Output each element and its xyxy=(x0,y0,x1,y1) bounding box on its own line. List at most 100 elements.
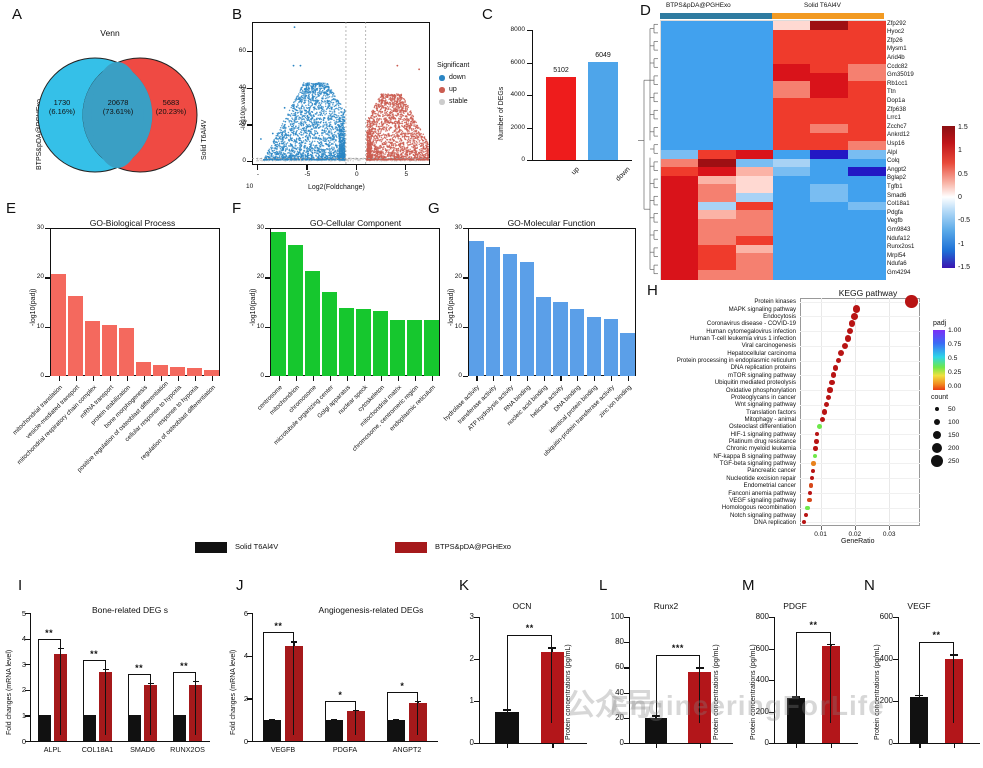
panel-j-ylabel: Fold changes (mRNA level) xyxy=(230,649,237,735)
e-xtick xyxy=(126,376,128,381)
venn-left-count: 1730 xyxy=(53,98,71,107)
kegg-dot xyxy=(835,357,842,364)
i-errorcap xyxy=(147,682,154,684)
g-bar xyxy=(553,302,568,376)
kegg-dot xyxy=(811,461,816,466)
heatmap-cell xyxy=(810,21,849,31)
n-ytick xyxy=(893,617,898,619)
panel-a-title: Venn xyxy=(100,28,120,38)
heatmap-cell xyxy=(847,89,886,99)
l-bar-treatment xyxy=(688,672,712,743)
panel-j-title: Angiogenesis-related DEGs xyxy=(318,605,424,615)
volcano-legend-title: Significant xyxy=(437,62,470,69)
kegg-dot xyxy=(809,476,815,481)
g-bar xyxy=(586,316,602,376)
f-bar xyxy=(356,309,371,376)
heatmap-group-right-bar xyxy=(772,13,884,19)
f-bar xyxy=(322,291,337,376)
heatmap-cell xyxy=(847,46,886,56)
kegg-count-legend-label: 150 xyxy=(948,432,960,439)
e-bar xyxy=(187,368,202,376)
n-sig-bracket xyxy=(919,642,954,723)
heatmap-cell xyxy=(698,236,737,246)
kegg-xtick-label: 0.03 xyxy=(882,531,896,538)
f-bar xyxy=(288,244,303,376)
heatmap-grid xyxy=(660,20,886,280)
kegg-xtick xyxy=(820,526,822,530)
volcano-plot-frame xyxy=(252,22,430,165)
j-sig-bracket xyxy=(262,632,295,735)
heatmap-cell xyxy=(847,29,886,39)
n-xtick xyxy=(953,743,956,748)
kegg-count-legend-dot xyxy=(934,419,940,425)
k-ytick-label: 2 xyxy=(469,654,474,663)
heatmap-cell xyxy=(735,261,774,271)
panel-c-bar-value-down: 6049 xyxy=(595,51,611,59)
panel-m-ylabel: Protein concentrations (pg/mL) xyxy=(750,644,757,740)
f-ytick xyxy=(265,326,270,329)
heatmap-cell xyxy=(698,270,737,280)
j-bar-treatment xyxy=(284,646,304,741)
e-ytick xyxy=(45,376,50,378)
kegg-dot xyxy=(817,424,823,430)
g-xtick xyxy=(577,376,579,381)
l-sig-label: *** xyxy=(671,643,684,654)
e-ytick-label: 10 xyxy=(36,322,44,330)
volcano-legend-dot-stable xyxy=(439,99,445,105)
kegg-dot xyxy=(832,365,839,371)
heatmap-cell xyxy=(810,141,849,151)
heatmap-cell xyxy=(810,201,849,211)
j-ytick xyxy=(247,613,252,615)
heatmap-cell xyxy=(810,46,849,56)
panel-n-letter: N xyxy=(864,577,875,594)
heatmap-cell xyxy=(773,193,811,203)
panel-b-xtick xyxy=(405,165,407,170)
j-sig-bracket xyxy=(386,691,419,735)
m-ytick xyxy=(769,617,774,619)
i-errorbar xyxy=(150,682,152,686)
heatmap-cell xyxy=(847,227,886,237)
n-ytick xyxy=(893,701,898,703)
m-ytick xyxy=(769,711,774,713)
j-ytick-label: 4 xyxy=(243,651,248,661)
panel-l-title: Runx2 xyxy=(653,601,679,611)
panel-b-xlabel: Log2(Foldchange) xyxy=(308,184,365,191)
heatmap-cell xyxy=(773,201,811,211)
kegg-pathway-label: Oxidative phosphorylation xyxy=(725,386,796,394)
heatmap-cell xyxy=(735,167,774,177)
panel-h-kegg: H KEGG pathway Protein kinases MAPK signa… xyxy=(645,282,983,547)
heatmap-cell xyxy=(735,218,774,228)
i-category-label: ALPL xyxy=(43,745,62,754)
panel-c-ytick-label: 8000 xyxy=(510,26,525,33)
panel-c-yaxis xyxy=(532,30,534,160)
legend-swatch-control xyxy=(195,542,227,553)
heatmap-cell xyxy=(773,29,811,39)
heatmap-cell xyxy=(661,38,699,48)
kegg-gridline-h xyxy=(800,463,920,465)
heatmap-gene-label: Usp16 xyxy=(887,139,905,147)
kegg-padj-tick-label: 0.00 xyxy=(948,383,962,390)
kegg-pathway-label: MAPK signaling pathway xyxy=(728,305,796,313)
m-ytick-label: 400 xyxy=(755,675,769,684)
panel-c-deg-counts: C Number of DEGs 0 2000 4000 6000 8000 5102 u… xyxy=(478,0,638,205)
heatmap-cell xyxy=(661,29,699,39)
heatmap-dendrogram xyxy=(638,23,658,275)
k-ytick-label: 0 xyxy=(469,738,474,747)
panel-n-yaxis xyxy=(898,617,900,743)
heatmap-cell xyxy=(661,107,699,117)
kegg-dot xyxy=(810,468,816,474)
kegg-count-legend-label: 100 xyxy=(948,419,960,426)
i-sig-bracket xyxy=(82,659,106,735)
heatmap-gene-label: Gm4294 xyxy=(887,268,911,276)
heatmap-cell xyxy=(847,150,886,160)
n-ytick-label: 600 xyxy=(879,612,893,621)
kegg-count-legend-label: 250 xyxy=(948,458,960,465)
j-errorcap xyxy=(330,719,337,721)
panel-i-yaxis xyxy=(30,613,32,741)
panel-b-xtick-label-10: 10 xyxy=(246,183,254,190)
heatmap-cell xyxy=(810,236,849,246)
i-bar-treatment xyxy=(98,672,113,741)
e-bar xyxy=(119,327,134,376)
k-ytick-label: 3 xyxy=(469,612,474,621)
g-ytick-label: 20 xyxy=(454,273,462,281)
